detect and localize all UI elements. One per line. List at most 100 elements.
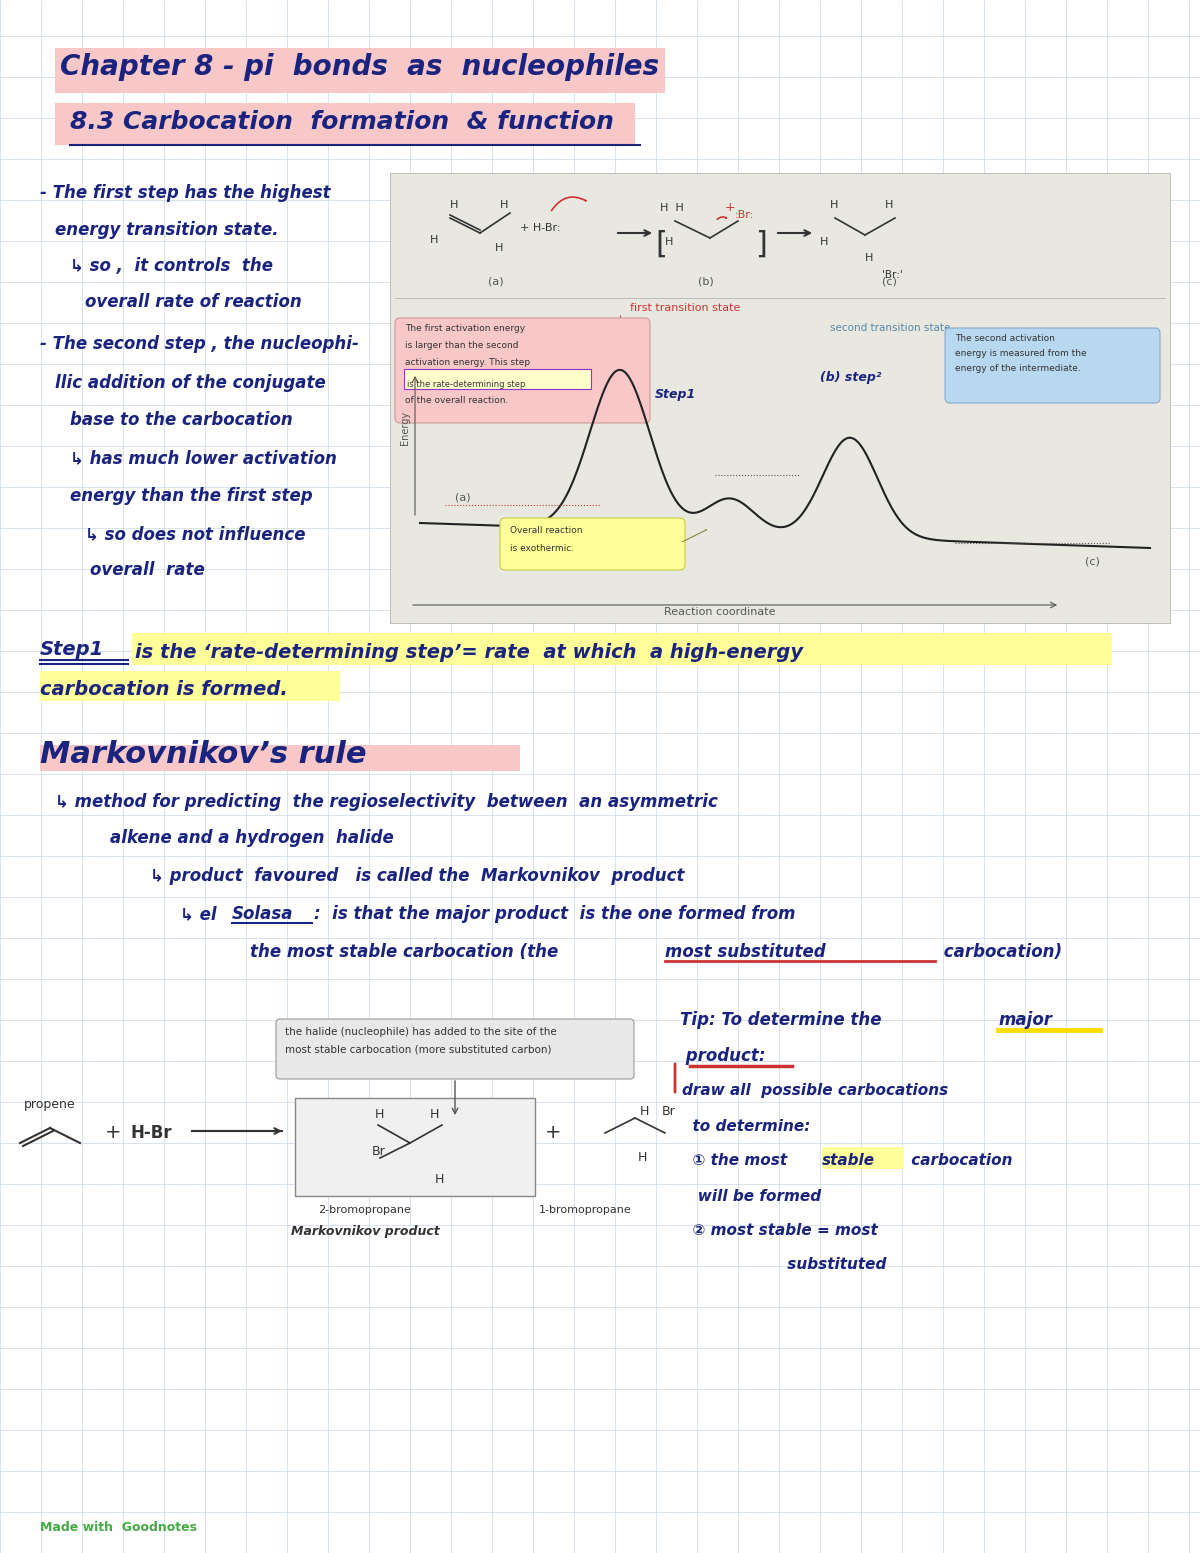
Text: will be formed: will be formed	[682, 1190, 821, 1204]
Text: ② most stable = most: ② most stable = most	[682, 1224, 877, 1238]
Text: 1-bromopropane: 1-bromopropane	[539, 1205, 631, 1214]
Text: :  is that the major product  is the one formed from: : is that the major product is the one f…	[314, 905, 796, 922]
Text: most stable carbocation (more substituted carbon): most stable carbocation (more substitute…	[286, 1045, 552, 1054]
Text: is larger than the second: is larger than the second	[406, 342, 518, 349]
Text: - The second step , the nucleophi-: - The second step , the nucleophi-	[40, 335, 359, 353]
Text: Energy: Energy	[400, 412, 410, 446]
Text: second transition state: second transition state	[830, 323, 950, 332]
Text: to determine:: to determine:	[682, 1120, 810, 1134]
Text: + H-Br:: + H-Br:	[520, 224, 560, 233]
Text: is the ‘rate-determining step’= rate  at which  a high-energy: is the ‘rate-determining step’= rate at …	[134, 643, 803, 662]
FancyArrowPatch shape	[718, 217, 726, 219]
Text: ↳ product  favoured   is called the  Markovnikov  product: ↳ product favoured is called the Markovn…	[150, 867, 684, 885]
Text: first transition state: first transition state	[630, 303, 740, 314]
FancyBboxPatch shape	[395, 318, 650, 422]
Text: ↳ so does not influence: ↳ so does not influence	[85, 525, 306, 544]
FancyArrowPatch shape	[552, 197, 586, 211]
Text: base to the carbocation: base to the carbocation	[70, 412, 293, 429]
FancyBboxPatch shape	[500, 519, 685, 570]
Text: H: H	[374, 1107, 384, 1121]
FancyBboxPatch shape	[822, 1148, 904, 1169]
Text: carbocation is formed.: carbocation is formed.	[40, 680, 288, 699]
FancyBboxPatch shape	[276, 1019, 634, 1079]
Text: most substituted: most substituted	[665, 943, 826, 961]
Text: Markovnikov’s rule: Markovnikov’s rule	[40, 739, 366, 769]
Text: the halide (nucleophile) has added to the site of the: the halide (nucleophile) has added to th…	[286, 1027, 557, 1037]
Text: energy transition state.: energy transition state.	[55, 221, 278, 239]
Text: The second activation: The second activation	[955, 334, 1055, 343]
Text: H: H	[830, 200, 839, 210]
Text: H: H	[434, 1173, 444, 1186]
Text: H: H	[640, 1106, 649, 1118]
Text: Made with  Goodnotes: Made with Goodnotes	[40, 1520, 197, 1534]
Text: [: [	[655, 230, 667, 259]
Text: Markovnikov product: Markovnikov product	[290, 1225, 439, 1238]
Text: H: H	[430, 235, 438, 245]
Text: ↳ el: ↳ el	[180, 905, 222, 922]
Text: H: H	[496, 242, 503, 253]
Text: draw all  possible carbocations: draw all possible carbocations	[682, 1082, 948, 1098]
Text: +: +	[545, 1123, 562, 1141]
Text: Chapter 8 - pi  bonds  as  nucleophiles: Chapter 8 - pi bonds as nucleophiles	[60, 53, 659, 81]
Text: overall  rate: overall rate	[90, 561, 205, 579]
Text: energy is measured from the: energy is measured from the	[955, 349, 1087, 359]
Text: H: H	[665, 238, 673, 247]
Text: is exothermic.: is exothermic.	[510, 544, 574, 553]
Text: 'Br:': 'Br:'	[882, 270, 902, 280]
Text: major: major	[998, 1011, 1052, 1030]
Text: H: H	[500, 200, 509, 210]
Text: - The first step has the highest: - The first step has the highest	[40, 183, 331, 202]
Text: H: H	[886, 200, 893, 210]
Text: ↳ has much lower activation: ↳ has much lower activation	[70, 449, 337, 467]
Text: (c): (c)	[882, 276, 896, 287]
Text: of the overall reaction.: of the overall reaction.	[406, 396, 509, 405]
Text: (b): (b)	[698, 276, 714, 287]
Text: +: +	[725, 200, 736, 214]
Text: 8.3 Carbocation  formation  & function: 8.3 Carbocation formation & function	[70, 110, 614, 134]
Text: alkene and a hydrogen  halide: alkene and a hydrogen halide	[110, 829, 394, 846]
Text: stable: stable	[822, 1152, 875, 1168]
FancyBboxPatch shape	[132, 634, 1112, 665]
Text: H  H: H H	[660, 203, 684, 213]
Text: ↳ so ,  it controls  the: ↳ so , it controls the	[70, 256, 274, 275]
Text: (a): (a)	[455, 492, 470, 503]
FancyArrowPatch shape	[683, 530, 707, 542]
Text: H: H	[820, 238, 828, 247]
Text: Step1: Step1	[40, 640, 104, 658]
Text: Tip: To determine the: Tip: To determine the	[680, 1011, 882, 1030]
Text: the most stable carbocation (the: the most stable carbocation (the	[250, 943, 558, 961]
Text: is the rate-determining step: is the rate-determining step	[407, 380, 526, 388]
Text: Step1: Step1	[655, 388, 696, 401]
Text: H: H	[638, 1151, 647, 1165]
Text: (b) step²: (b) step²	[820, 371, 881, 384]
Text: energy of the intermediate.: energy of the intermediate.	[955, 363, 1081, 373]
Text: 2-bromopropane: 2-bromopropane	[318, 1205, 412, 1214]
FancyBboxPatch shape	[40, 745, 520, 770]
Text: (a): (a)	[488, 276, 504, 287]
Text: Br: Br	[372, 1145, 385, 1159]
Text: Solasa: Solasa	[232, 905, 294, 922]
FancyBboxPatch shape	[404, 370, 592, 388]
Text: +: +	[106, 1123, 121, 1141]
FancyBboxPatch shape	[55, 48, 665, 93]
Text: carbocation): carbocation)	[938, 943, 1062, 961]
Text: substituted: substituted	[740, 1256, 887, 1272]
Text: H: H	[865, 253, 874, 262]
Text: :Br:: :Br:	[734, 210, 755, 221]
Text: llic addition of the conjugate: llic addition of the conjugate	[55, 374, 325, 391]
Text: H: H	[430, 1107, 439, 1121]
Text: H: H	[450, 200, 458, 210]
Text: product:: product:	[680, 1047, 766, 1065]
Text: Br: Br	[662, 1106, 676, 1118]
Text: overall rate of reaction: overall rate of reaction	[85, 294, 301, 311]
Text: ]: ]	[755, 230, 767, 259]
Text: carbocation: carbocation	[906, 1152, 1013, 1168]
Text: Reaction coordinate: Reaction coordinate	[665, 607, 775, 617]
Text: ↳ method for predicting  the regioselectivity  between  an asymmetric: ↳ method for predicting the regioselecti…	[55, 794, 718, 811]
Text: propene: propene	[24, 1098, 76, 1110]
Text: The first activation energy: The first activation energy	[406, 325, 526, 332]
FancyBboxPatch shape	[55, 102, 635, 144]
Text: ① the most: ① the most	[682, 1152, 792, 1168]
Text: activation energy. This step: activation energy. This step	[406, 359, 530, 367]
Text: Overall reaction: Overall reaction	[510, 526, 582, 534]
